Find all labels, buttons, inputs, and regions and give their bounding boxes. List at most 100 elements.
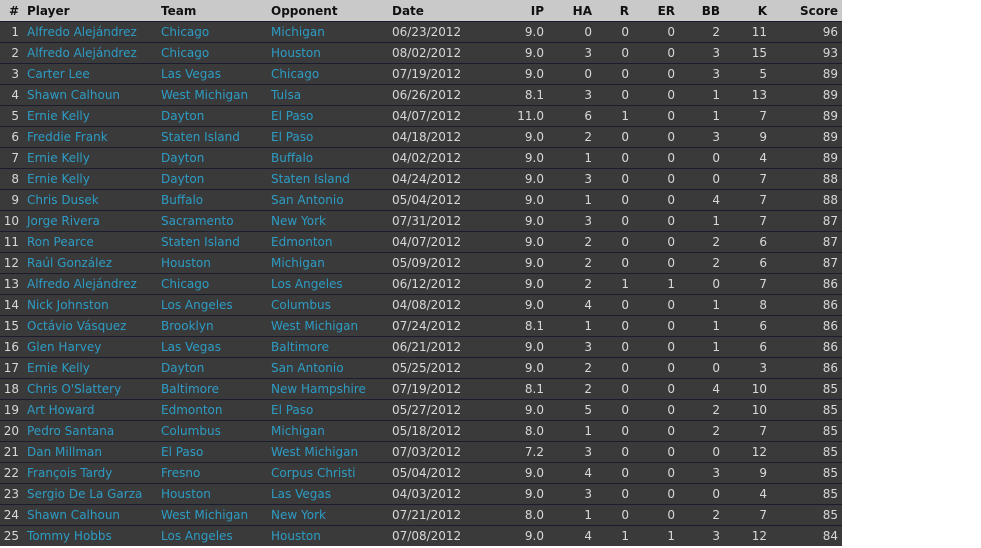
cell-player[interactable]: Art Howard <box>23 399 161 421</box>
cell-opponent[interactable]: Chicago <box>271 63 392 85</box>
cell-player[interactable]: Raúl González <box>23 252 161 274</box>
cell-ha: 4 <box>548 294 596 316</box>
cell-opponent[interactable]: San Antonio <box>271 189 392 211</box>
column-header-date[interactable]: Date <box>392 0 492 22</box>
column-header-r[interactable]: R <box>596 0 633 22</box>
cell-player[interactable]: Alfredo Alejándrez <box>23 42 161 64</box>
cell-player[interactable]: Shawn Calhoun <box>23 504 161 526</box>
cell-team[interactable]: Los Angeles <box>161 525 271 546</box>
cell-team[interactable]: Las Vegas <box>161 336 271 358</box>
cell-team[interactable]: Dayton <box>161 168 271 190</box>
column-header-rank[interactable]: # <box>0 0 23 22</box>
cell-player[interactable]: Chris Dusek <box>23 189 161 211</box>
cell-opponent[interactable]: Edmonton <box>271 231 392 253</box>
cell-player[interactable]: Tommy Hobbs <box>23 525 161 546</box>
cell-opponent[interactable]: Corpus Christi <box>271 462 392 484</box>
cell-team[interactable]: Dayton <box>161 357 271 379</box>
cell-player[interactable]: François Tardy <box>23 462 161 484</box>
cell-player[interactable]: Alfredo Alejándrez <box>23 21 161 43</box>
cell-team[interactable]: Dayton <box>161 147 271 169</box>
cell-opponent[interactable]: Baltimore <box>271 336 392 358</box>
column-header-ip[interactable]: IP <box>492 0 548 22</box>
cell-opponent[interactable]: Houston <box>271 525 392 546</box>
cell-rank: 2 <box>0 42 23 64</box>
cell-player[interactable]: Ron Pearce <box>23 231 161 253</box>
cell-player[interactable]: Jorge Rivera <box>23 210 161 232</box>
cell-team[interactable]: El Paso <box>161 441 271 463</box>
cell-opponent[interactable]: Staten Island <box>271 168 392 190</box>
cell-team[interactable]: Edmonton <box>161 399 271 421</box>
cell-opponent[interactable]: West Michigan <box>271 441 392 463</box>
cell-opponent[interactable]: Michigan <box>271 252 392 274</box>
cell-player[interactable]: Pedro Santana <box>23 420 161 442</box>
column-header-opponent[interactable]: Opponent <box>271 0 392 22</box>
cell-rank: 25 <box>0 525 23 546</box>
column-header-ha[interactable]: HA <box>548 0 596 22</box>
cell-opponent[interactable]: Los Angeles <box>271 273 392 295</box>
cell-ip: 7.2 <box>492 441 548 463</box>
column-header-k[interactable]: K <box>724 0 771 22</box>
cell-player[interactable]: Ernie Kelly <box>23 105 161 127</box>
cell-team[interactable]: Las Vegas <box>161 63 271 85</box>
column-header-bb[interactable]: BB <box>679 0 724 22</box>
cell-team[interactable]: Houston <box>161 483 271 505</box>
cell-ha: 0 <box>548 63 596 85</box>
column-header-er[interactable]: ER <box>633 0 679 22</box>
cell-team[interactable]: Staten Island <box>161 231 271 253</box>
cell-player[interactable]: Ernie Kelly <box>23 168 161 190</box>
cell-team[interactable]: Brooklyn <box>161 315 271 337</box>
cell-opponent[interactable]: San Antonio <box>271 357 392 379</box>
cell-team[interactable]: Los Angeles <box>161 294 271 316</box>
cell-player[interactable]: Chris O'Slattery <box>23 378 161 400</box>
cell-opponent[interactable]: El Paso <box>271 126 392 148</box>
cell-opponent[interactable]: New Hampshire <box>271 378 392 400</box>
cell-opponent[interactable]: Buffalo <box>271 147 392 169</box>
cell-player[interactable]: Sergio De La Garza <box>23 483 161 505</box>
cell-player[interactable]: Dan Millman <box>23 441 161 463</box>
cell-team[interactable]: Sacramento <box>161 210 271 232</box>
cell-opponent[interactable]: Michigan <box>271 420 392 442</box>
cell-k: 7 <box>724 105 771 127</box>
cell-opponent[interactable]: Columbus <box>271 294 392 316</box>
cell-team[interactable]: Chicago <box>161 21 271 43</box>
cell-team[interactable]: Fresno <box>161 462 271 484</box>
cell-player[interactable]: Alfredo Alejándrez <box>23 273 161 295</box>
cell-date: 07/21/2012 <box>392 504 492 526</box>
cell-opponent[interactable]: El Paso <box>271 399 392 421</box>
column-header-player[interactable]: Player <box>23 0 161 22</box>
cell-team[interactable]: Chicago <box>161 273 271 295</box>
cell-player[interactable]: Glen Harvey <box>23 336 161 358</box>
cell-team[interactable]: West Michigan <box>161 504 271 526</box>
cell-player[interactable]: Nick Johnston <box>23 294 161 316</box>
table-row: 2 Alfredo Alejándrez Chicago Houston 08/02/2… <box>0 42 842 64</box>
cell-team[interactable]: Columbus <box>161 420 271 442</box>
cell-player[interactable]: Freddie Frank <box>23 126 161 148</box>
cell-team[interactable]: Staten Island <box>161 126 271 148</box>
cell-team[interactable]: Dayton <box>161 105 271 127</box>
cell-player[interactable]: Ernie Kelly <box>23 147 161 169</box>
cell-team[interactable]: West Michigan <box>161 84 271 106</box>
cell-team[interactable]: Baltimore <box>161 378 271 400</box>
cell-opponent[interactable]: Las Vegas <box>271 483 392 505</box>
cell-team[interactable]: Buffalo <box>161 189 271 211</box>
cell-date: 08/02/2012 <box>392 42 492 64</box>
cell-opponent[interactable]: New York <box>271 210 392 232</box>
cell-player[interactable]: Ernie Kelly <box>23 357 161 379</box>
cell-er: 0 <box>633 84 679 106</box>
cell-opponent[interactable]: Houston <box>271 42 392 64</box>
cell-opponent[interactable]: Tulsa <box>271 84 392 106</box>
cell-opponent[interactable]: New York <box>271 504 392 526</box>
cell-team[interactable]: Chicago <box>161 42 271 64</box>
cell-player[interactable]: Carter Lee <box>23 63 161 85</box>
cell-er: 0 <box>633 336 679 358</box>
column-header-team[interactable]: Team <box>161 0 271 22</box>
cell-ha: 1 <box>548 189 596 211</box>
cell-player[interactable]: Octávio Vásquez <box>23 315 161 337</box>
cell-player[interactable]: Shawn Calhoun <box>23 84 161 106</box>
cell-date: 04/24/2012 <box>392 168 492 190</box>
cell-opponent[interactable]: Michigan <box>271 21 392 43</box>
column-header-score[interactable]: Score <box>771 0 842 22</box>
cell-team[interactable]: Houston <box>161 252 271 274</box>
cell-opponent[interactable]: El Paso <box>271 105 392 127</box>
cell-opponent[interactable]: West Michigan <box>271 315 392 337</box>
